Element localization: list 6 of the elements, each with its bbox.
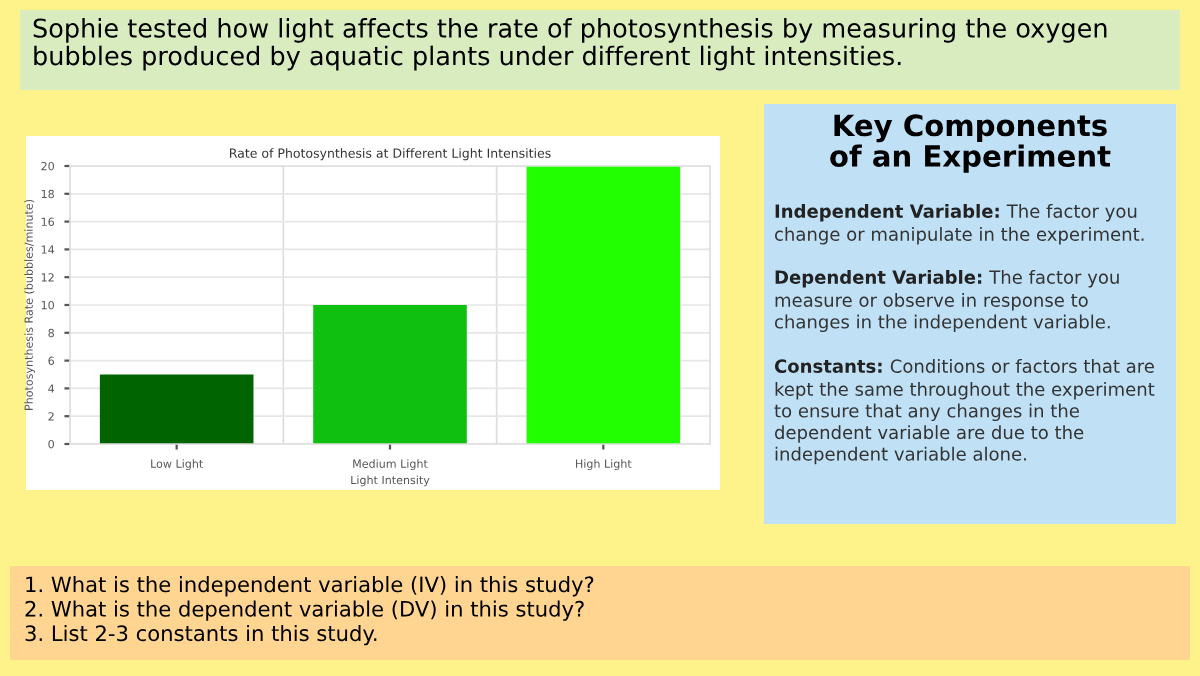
text: Dependent Variable: The factor you measure or observe in response to changes in the independent variable. [775,270,1119,333]
text: Key Components of an Experiment [830,114,1111,173]
text: Constants: Conditions or factors that are kept the same throughout the experiment to ensure that any changes in the dependent variable are due to the independent variable alone. [774,359,1155,465]
text: 1. What is the independent variable (IV) in this study? 2. What is the dependent variable (DV) in this study? 3. List 2-3 constants in this study. [25,576,594,646]
text: Sophie tested how light affects the rate of photosynthesis by measuring the oxygen bubbles produced by aquatic plants under different light intensities. [33,18,1107,71]
text: Independent Variable: The factor you change or manipulate in the experiment. [775,204,1144,245]
